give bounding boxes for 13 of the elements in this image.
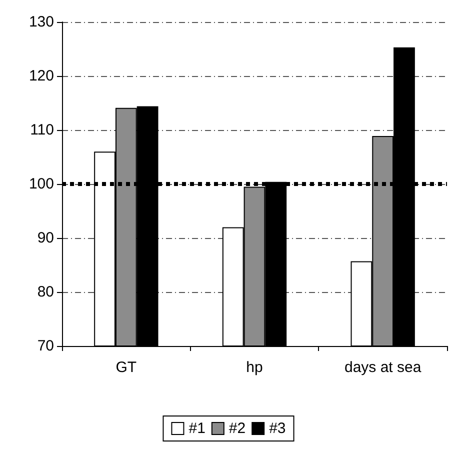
legend-label: #2 bbox=[228, 420, 246, 437]
y-tick-label: 100 bbox=[28, 176, 54, 192]
y-tick-label: 70 bbox=[37, 338, 54, 354]
y-tick-label: 110 bbox=[30, 122, 54, 138]
y-tick-label: 130 bbox=[28, 14, 54, 30]
y-tick-label: 80 bbox=[37, 284, 54, 300]
y-tick-label: 120 bbox=[28, 68, 54, 84]
x-tick-label: days at sea bbox=[344, 359, 422, 376]
legend-label: #3 bbox=[269, 420, 286, 437]
y-tick-label: 90 bbox=[37, 230, 54, 246]
legend-label: #1 bbox=[188, 420, 206, 437]
x-tick-label: hp bbox=[246, 359, 263, 376]
x-tick-label: GT bbox=[116, 359, 137, 376]
